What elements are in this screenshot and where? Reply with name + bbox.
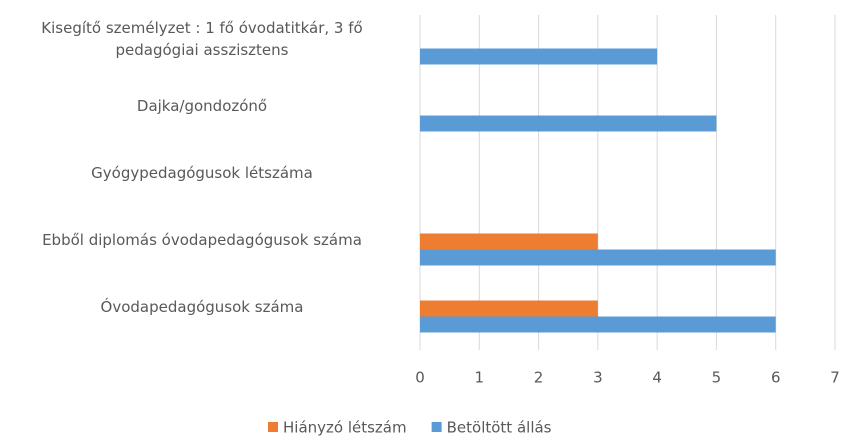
category-label: Kisegítő személyzet : 1 fő óvodatitkár, … [41, 18, 363, 59]
category-label: Gyógypedagógusok létszáma [91, 163, 313, 182]
bar [420, 233, 598, 250]
legend-label: Hiányzó létszám [283, 419, 407, 437]
category-label: Ebből diplomás óvodapedagógusok száma [42, 230, 362, 249]
category-label: Dajka/gondozónő [136, 96, 268, 115]
bar [420, 249, 776, 266]
x-tick-label: 6 [771, 369, 781, 387]
legend-swatch [268, 422, 278, 432]
category-label: Óvodapedagógusok száma [100, 297, 304, 316]
x-tick-label: 0 [415, 369, 425, 387]
x-tick-label: 5 [712, 369, 722, 387]
bar [420, 300, 598, 317]
legend-label: Betöltött állás [447, 419, 552, 437]
x-tick-label: 4 [652, 369, 662, 387]
bar [420, 48, 658, 65]
x-tick-label: 7 [830, 369, 840, 387]
bar [420, 316, 776, 333]
bar [420, 115, 717, 132]
x-tick-label: 2 [534, 369, 544, 387]
x-tick-label: 1 [475, 369, 485, 387]
x-tick-label: 3 [593, 369, 603, 387]
legend-swatch [431, 422, 442, 432]
